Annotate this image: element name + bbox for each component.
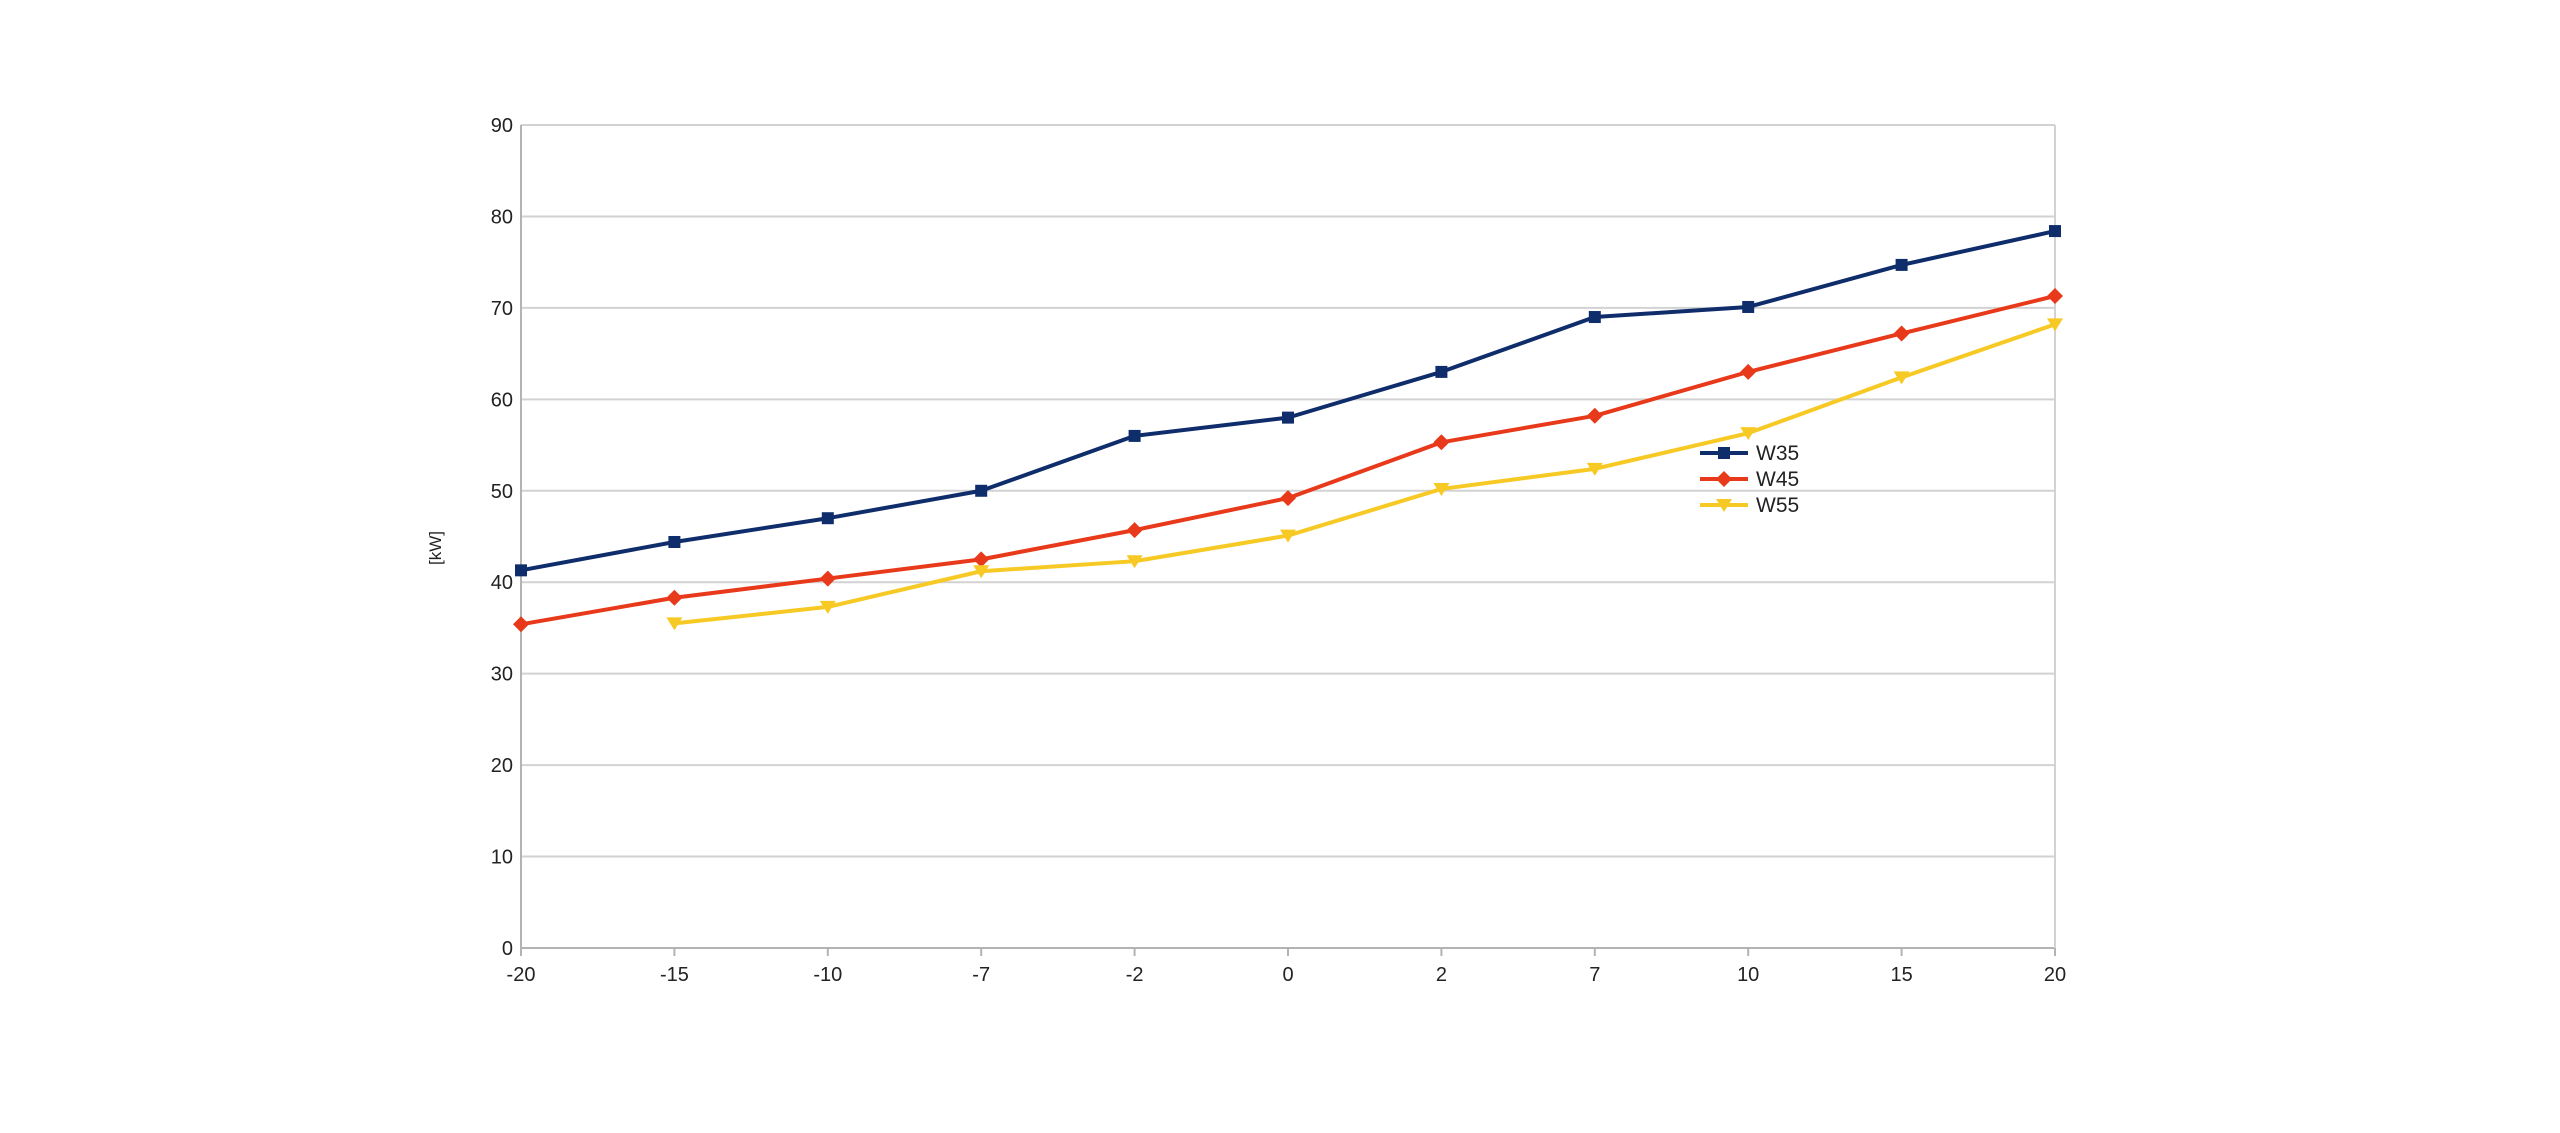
data-point <box>1280 529 1296 543</box>
data-point <box>668 535 681 548</box>
data-point <box>1126 522 1143 539</box>
data-point <box>515 564 527 577</box>
data-point <box>1740 363 1757 380</box>
data-point <box>973 551 990 568</box>
y-tick-label: 50 <box>491 481 513 503</box>
data-point <box>1433 482 1450 496</box>
data-point <box>1742 300 1755 313</box>
data-point <box>1893 325 1910 342</box>
data-point <box>666 617 683 631</box>
legend-marker <box>1718 447 1730 459</box>
data-point <box>1280 490 1296 507</box>
data-point <box>975 484 988 497</box>
data-point <box>1895 258 1908 271</box>
y-tick-label: 80 <box>491 206 513 228</box>
data-point <box>2047 288 2063 305</box>
x-tick-label: 0 <box>1282 964 1293 986</box>
y-tick-label: 10 <box>491 847 513 869</box>
data-point <box>2047 318 2063 332</box>
y-tick-label: 0 <box>502 938 513 960</box>
x-tick-label: 7 <box>1589 964 1600 986</box>
data-point <box>1435 365 1448 378</box>
legend-marker <box>1716 499 1732 512</box>
y-tick-label: 60 <box>491 389 513 411</box>
x-tick-label: 10 <box>1737 964 1759 986</box>
data-point <box>1740 427 1757 441</box>
series-line <box>674 322 2056 626</box>
series-group <box>513 225 2063 633</box>
y-tick-label: 20 <box>491 755 513 777</box>
legend-label: W55 <box>1756 494 1799 517</box>
data-point <box>513 616 529 633</box>
data-point <box>819 600 836 614</box>
x-tick-label: -2 <box>1126 964 1144 986</box>
y-tick-label: 30 <box>491 664 513 686</box>
y-axis-label: [kW] <box>426 531 445 565</box>
data-point <box>1586 407 1603 424</box>
data-point <box>821 512 834 525</box>
data-point <box>819 570 836 587</box>
data-point <box>1586 462 1603 476</box>
y-tick-label: 90 <box>491 115 513 137</box>
x-tick-label: -15 <box>660 964 689 986</box>
x-tick-label: -10 <box>813 964 842 986</box>
series-w45 <box>513 288 2063 633</box>
x-tick-label: 15 <box>1890 964 1912 986</box>
x-tick-label: 2 <box>1436 964 1447 986</box>
y-tick-label: 40 <box>491 572 513 594</box>
data-point <box>1588 311 1601 324</box>
x-tick-label: -7 <box>972 964 990 986</box>
data-point <box>1893 371 1910 385</box>
data-point <box>2049 225 2061 238</box>
legend: W35 W45 W55 <box>1700 442 1799 517</box>
legend-marker <box>1716 471 1732 487</box>
x-tick-label: -20 <box>507 964 536 986</box>
legend-label: W45 <box>1756 468 1799 491</box>
data-point <box>1128 429 1141 442</box>
data-point <box>1282 411 1294 424</box>
legend-label: W35 <box>1756 442 1799 465</box>
data-point <box>666 589 683 606</box>
data-point <box>973 565 990 579</box>
series-w35 <box>515 225 2061 577</box>
series-line <box>520 294 2056 627</box>
series-line <box>520 229 2056 573</box>
data-point <box>1126 555 1143 569</box>
series-w55 <box>666 318 2063 631</box>
data-point <box>1433 434 1450 451</box>
y-tick-label: 70 <box>491 298 513 320</box>
x-tick-label: 20 <box>2044 964 2066 986</box>
